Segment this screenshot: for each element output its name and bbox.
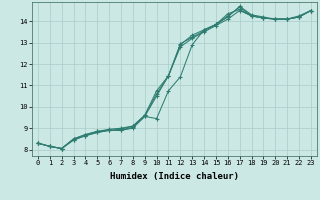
- X-axis label: Humidex (Indice chaleur): Humidex (Indice chaleur): [110, 172, 239, 181]
